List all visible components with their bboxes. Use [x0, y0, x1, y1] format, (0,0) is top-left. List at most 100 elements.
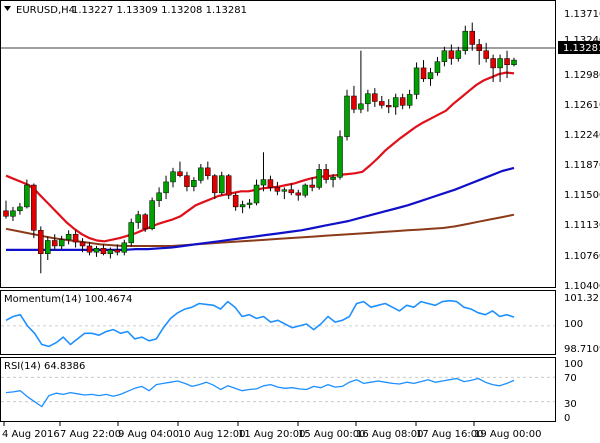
momentum-tick-label: 98.7109: [564, 344, 600, 355]
candle: [434, 56, 441, 76]
candle-body: [218, 175, 225, 194]
price-tick-label: 1.11500: [564, 190, 600, 201]
ohlc-values: 1.13227 1.13309 1.13208 1.13281: [72, 5, 247, 16]
candle-body: [274, 187, 281, 192]
candle-body: [205, 167, 211, 176]
candle: [323, 163, 329, 184]
candle: [10, 206, 16, 221]
candle: [462, 25, 469, 55]
candle: [281, 187, 288, 200]
candle-body: [17, 206, 23, 212]
time-label: 16 Aug 08:00: [356, 429, 423, 440]
candle: [406, 89, 413, 109]
time-label: 19 Aug 00:00: [474, 429, 541, 440]
candle: [358, 50, 364, 114]
candle-body: [177, 171, 183, 176]
candle: [121, 239, 128, 256]
candle-body: [198, 167, 204, 181]
candle: [392, 93, 399, 115]
candle: [316, 163, 322, 190]
candle-body: [58, 239, 65, 247]
candle-body: [10, 210, 16, 217]
candle: [511, 57, 517, 67]
candle-body: [212, 175, 218, 194]
price-tick-label: 1.12610: [564, 100, 600, 111]
candle-body: [344, 95, 350, 137]
candle-body: [302, 184, 308, 196]
indicator-layer: [5, 299, 515, 408]
price-tick-label: 1.10400: [564, 281, 600, 292]
candle-body: [323, 169, 329, 180]
price-tick-label: 1.13240: [564, 35, 600, 46]
candle-body: [385, 105, 392, 108]
candle: [38, 226, 44, 274]
candle: [483, 42, 489, 63]
price-tick-label: 1.12980: [564, 70, 600, 81]
candle-body: [253, 184, 260, 204]
candle-body: [31, 184, 37, 231]
price-tick-label: 1.13710: [564, 9, 600, 20]
candle-body: [441, 50, 448, 62]
candle: [191, 177, 197, 192]
candle: [225, 174, 232, 200]
candle-body: [51, 240, 58, 247]
rsi-tick-label: 0: [564, 413, 570, 424]
triangle-down-icon[interactable]: [4, 6, 11, 11]
candle: [288, 183, 295, 196]
candle-body: [163, 181, 169, 194]
symbol-label: EURUSD,H4: [16, 5, 75, 16]
candle-body: [246, 202, 253, 205]
candle-body: [469, 30, 475, 45]
rsi-tick-label: 30: [564, 399, 577, 410]
time-label: 15 Aug 00:00: [298, 429, 365, 440]
candle: [107, 247, 114, 259]
candle-body: [483, 50, 489, 59]
candle: [448, 44, 455, 65]
candle-body: [100, 248, 107, 255]
candle: [497, 54, 503, 82]
candle-body: [462, 30, 469, 51]
candle-body: [114, 249, 121, 253]
candle: [302, 183, 308, 198]
candle-body: [316, 169, 322, 188]
time-axis: 4 Aug 2016 7 Aug 22:00 9 Aug 04:00 10 Au…: [2, 422, 541, 440]
candle-body: [372, 93, 378, 102]
grid-lines: [1, 325, 555, 403]
candle: [100, 244, 107, 256]
candle-body: [142, 214, 148, 230]
candle-body: [156, 192, 162, 201]
candle-body: [225, 175, 232, 196]
candle: [170, 167, 176, 188]
price-tick-label: 1.11870: [564, 160, 600, 171]
price-layer: [3, 22, 517, 274]
candle: [504, 50, 510, 79]
candle-body: [330, 176, 336, 180]
candle: [476, 38, 482, 65]
candle-body: [399, 97, 406, 106]
candle-body: [191, 180, 197, 187]
candle-body: [24, 184, 30, 208]
candle: [260, 152, 267, 192]
time-label: 9 Aug 04:00: [118, 429, 179, 440]
price-axis: 1.13710 1.13240 1.12980 1.12610 1.12240 …: [564, 9, 600, 292]
candle-body: [3, 210, 9, 217]
sma-slow-line: [5, 213, 515, 247]
candle: [427, 67, 434, 86]
candle-body: [239, 204, 246, 208]
time-label: 4 Aug 2016: [2, 429, 60, 440]
momentum-line: [5, 299, 515, 348]
candle: [58, 235, 65, 250]
candle-body: [434, 61, 441, 73]
candle-body: [504, 58, 510, 66]
candle-body: [476, 44, 482, 51]
candle: [31, 183, 37, 239]
candle: [246, 199, 253, 209]
rsi-tick-label: 100: [564, 359, 583, 370]
candle: [205, 161, 211, 180]
candle: [163, 175, 169, 200]
candle: [295, 189, 302, 201]
candle: [135, 210, 141, 229]
candle: [184, 171, 190, 192]
candle: [441, 46, 448, 67]
